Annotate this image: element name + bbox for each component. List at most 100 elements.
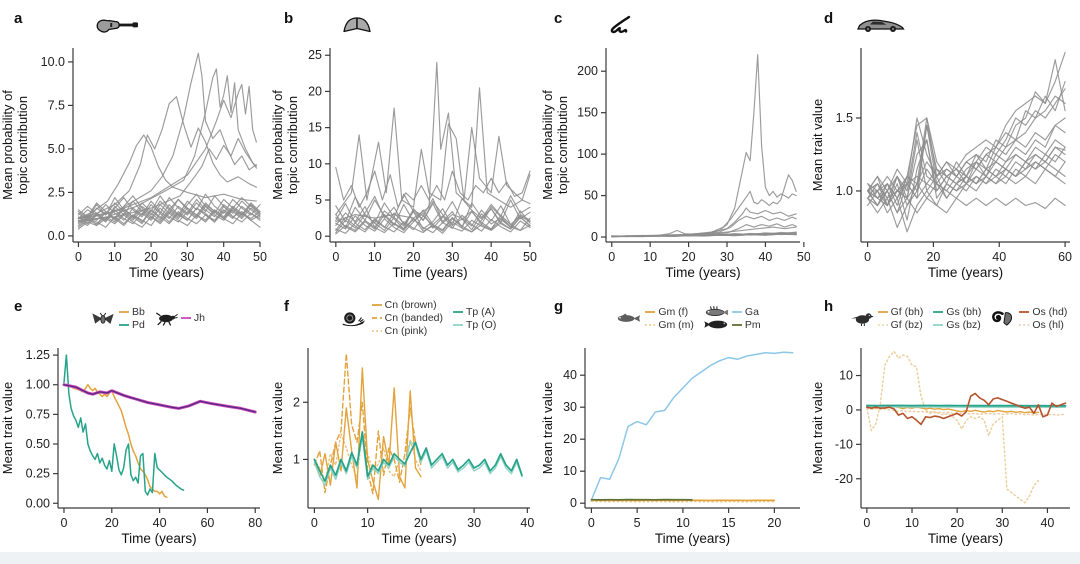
series-car-8 — [867, 161, 1066, 199]
svg-text:30: 30 — [720, 250, 734, 264]
series-topic-low-4 — [77, 193, 261, 220]
series-Jh (core) — [63, 384, 256, 413]
legend-dash-swatch — [932, 316, 944, 334]
series-topic-b-spike-2 — [335, 107, 531, 216]
svg-text:30: 30 — [467, 516, 481, 530]
svg-text:Mean trait value: Mean trait value — [540, 382, 555, 475]
series-topic-riser-3 — [77, 68, 257, 223]
svg-text:0: 0 — [311, 516, 318, 530]
svg-text:0: 0 — [570, 496, 577, 510]
svg-text:20: 20 — [105, 516, 119, 530]
series-Jh — [62, 383, 257, 414]
series-Os (hd) — [866, 392, 1067, 426]
svg-text:0: 0 — [863, 516, 870, 530]
legend-label: Cn (banded) — [384, 312, 444, 324]
svg-text:30: 30 — [445, 250, 459, 264]
legend-dash-swatch — [452, 303, 464, 321]
series-topic-b-4 — [335, 217, 531, 235]
legend-group: Ga Pm — [703, 305, 761, 331]
svg-text:200: 200 — [577, 64, 598, 78]
svg-text:0: 0 — [608, 250, 615, 264]
svg-text:0.0: 0.0 — [48, 229, 65, 243]
series-topic-b-spike-1 — [335, 61, 531, 223]
series-topic-c-riser-1 — [611, 54, 797, 237]
svg-text:Time (years): Time (years) — [129, 265, 204, 280]
svg-text:5.0: 5.0 — [48, 142, 65, 156]
panel-f: f Cn (brown) Cn (banded) Cn (pink) Tp (A) Tp … — [270, 288, 540, 552]
ram-icon — [990, 309, 1015, 328]
svg-text:7.5: 7.5 — [48, 98, 65, 112]
series-Bb — [63, 383, 168, 499]
svg-text:20: 20 — [308, 84, 322, 98]
series-car-4 — [867, 88, 1066, 221]
panel-letter-b: b — [284, 10, 294, 27]
svg-text:40: 40 — [484, 250, 498, 264]
svg-text:60: 60 — [200, 516, 214, 530]
panel-e: e Bb Pd Jh 0.00 0.25 0.50 0.75 1.00 1.25 0 20 40 60 80… — [0, 288, 270, 552]
svg-text:150: 150 — [577, 106, 598, 120]
svg-text:10: 10 — [361, 516, 375, 530]
series-Gf (bz) — [866, 350, 1040, 504]
bottom-strip — [0, 552, 1080, 564]
panel-header-e: Bb Pd Jh — [0, 294, 270, 342]
panel-d: d 1.0 1.5 0 20 40 60 Mean trait value Time (year… — [810, 0, 1080, 288]
panel-letter-a: a — [14, 10, 23, 27]
svg-text:40: 40 — [217, 250, 231, 264]
legend-label: Pd — [132, 318, 145, 331]
panel-letter-d: d — [824, 10, 834, 27]
svg-text:Time (years): Time (years) — [665, 265, 740, 280]
svg-text:Time (years): Time (years) — [381, 531, 456, 546]
series-topic-b-9 — [335, 208, 531, 234]
fish-pm-icon — [703, 318, 729, 331]
legend-dash-swatch — [644, 303, 656, 321]
svg-text:Time (years): Time (years) — [928, 265, 1003, 280]
panel-h: h Gf (bh) Gf (bz) Gs (bh) Gs (bz) Os (hd) Os (… — [810, 288, 1080, 552]
legend-dash-swatch — [877, 316, 889, 334]
series-topic-low-5 — [77, 209, 261, 228]
series-topic-b-spike-3 — [335, 166, 531, 208]
legend-label: Pm — [744, 318, 761, 331]
series-topic-riser-2 — [77, 96, 257, 220]
svg-text:topic contribution: topic contribution — [15, 96, 30, 194]
legend-group: Gf (bh) Gf (bz) — [849, 303, 923, 334]
plot-d: 1.0 1.5 0 20 40 60 Mean trait value Time (years… — [810, 48, 1072, 280]
legend-entry: Gf (bh) — [877, 303, 923, 321]
svg-text:0: 0 — [332, 250, 339, 264]
legend-dash-swatch — [371, 296, 383, 314]
legend-entry: Tp (O) — [452, 318, 496, 331]
svg-text:20: 20 — [682, 250, 696, 264]
svg-text:30: 30 — [180, 250, 194, 264]
series-topic-c-riser-3 — [611, 207, 797, 237]
svg-text:2.5: 2.5 — [48, 185, 65, 199]
svg-text:40: 40 — [758, 250, 772, 264]
legend-label: Tp (O) — [466, 318, 497, 331]
svg-text:0: 0 — [846, 403, 853, 417]
legend-dash-swatch — [731, 303, 743, 321]
legend-panel-g: Gm (f) Gm (m) Ga Pm — [615, 305, 761, 331]
legend-entry: Gm (f) — [644, 305, 694, 318]
legend-panel-e: Bb Pd Jh — [91, 305, 205, 331]
panel-header-f: Cn (brown) Cn (banded) Cn (pink) Tp (A) Tp (… — [270, 294, 540, 342]
svg-text:topic contribution: topic contribution — [285, 96, 300, 194]
svg-text:20: 20 — [563, 432, 577, 446]
legend-dash-swatch — [877, 303, 889, 321]
svg-text:0: 0 — [591, 230, 598, 244]
svg-text:10: 10 — [108, 250, 122, 264]
svg-text:-20: -20 — [835, 472, 853, 486]
panel-letter-h: h — [824, 298, 834, 315]
svg-text:10: 10 — [676, 516, 690, 530]
svg-text:20: 20 — [144, 250, 158, 264]
svg-text:40: 40 — [520, 516, 534, 530]
panel-letter-e: e — [14, 298, 23, 315]
series-topic-b-10 — [335, 213, 531, 234]
plot-e: 0.00 0.25 0.50 0.75 1.00 1.25 0 20 40 60 80 Mean tr… — [0, 348, 262, 546]
legend-label: Os (hl) — [1032, 318, 1064, 331]
plot-c: 0 50 100 150 200 0 10 20 30 40 50 Mean probability … — [540, 48, 810, 280]
fish-ga-icon — [703, 305, 729, 318]
svg-text:20: 20 — [407, 250, 421, 264]
svg-text:Mean trait value: Mean trait value — [270, 382, 285, 475]
svg-text:10: 10 — [368, 250, 382, 264]
svg-text:-10: -10 — [835, 437, 853, 451]
legend-dash-swatch — [932, 303, 944, 321]
legend-label: Gs (bz) — [946, 318, 981, 331]
